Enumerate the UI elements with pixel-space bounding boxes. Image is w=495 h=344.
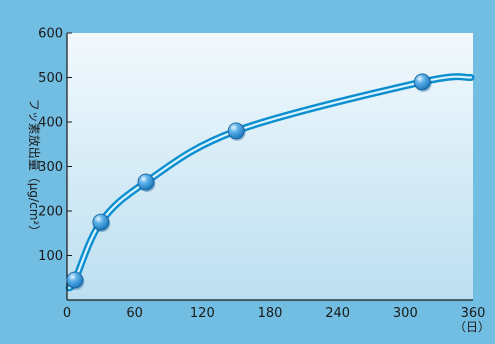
y-tick-label-600: 600 xyxy=(38,27,63,42)
x-tick-label-240: 240 xyxy=(325,306,350,321)
data-point-7 xyxy=(66,271,85,290)
plot-area-background xyxy=(67,33,473,300)
data-point-150 xyxy=(227,122,246,141)
x-tick-label-300: 300 xyxy=(393,306,418,321)
x-tick-label-60: 60 xyxy=(126,306,143,321)
y-tick-label-500: 500 xyxy=(38,71,63,86)
y-tick-label-300: 300 xyxy=(38,160,63,175)
data-point-marker xyxy=(66,271,84,289)
x-tick-label-0: 0 xyxy=(63,306,71,321)
y-tick-labels: 100 200 300 400 500 600 xyxy=(38,27,63,265)
x-tick-label-180: 180 xyxy=(258,306,283,321)
y-tick-label-200: 200 xyxy=(38,205,63,220)
axes-group xyxy=(66,32,473,301)
x-tick-label-360: 360 xyxy=(461,306,486,321)
data-point-marker xyxy=(227,122,245,140)
data-point-70 xyxy=(137,173,156,193)
data-point-marker xyxy=(413,73,431,91)
data-point-marker xyxy=(92,213,110,231)
y-axis-label: フッ素放出量（μg/cm²） xyxy=(27,99,42,237)
data-point-315 xyxy=(413,73,432,92)
y-tick-label-100: 100 xyxy=(38,249,63,264)
y-tick-label-400: 400 xyxy=(38,116,63,131)
data-points xyxy=(66,73,432,290)
data-point-marker xyxy=(137,173,155,191)
x-tick-labels: 0 60 120 180 240 300 360 xyxy=(63,306,486,321)
x-tick-label-120: 120 xyxy=(190,306,215,321)
data-point-30 xyxy=(92,213,111,233)
x-axis-label: （日） xyxy=(454,320,490,334)
